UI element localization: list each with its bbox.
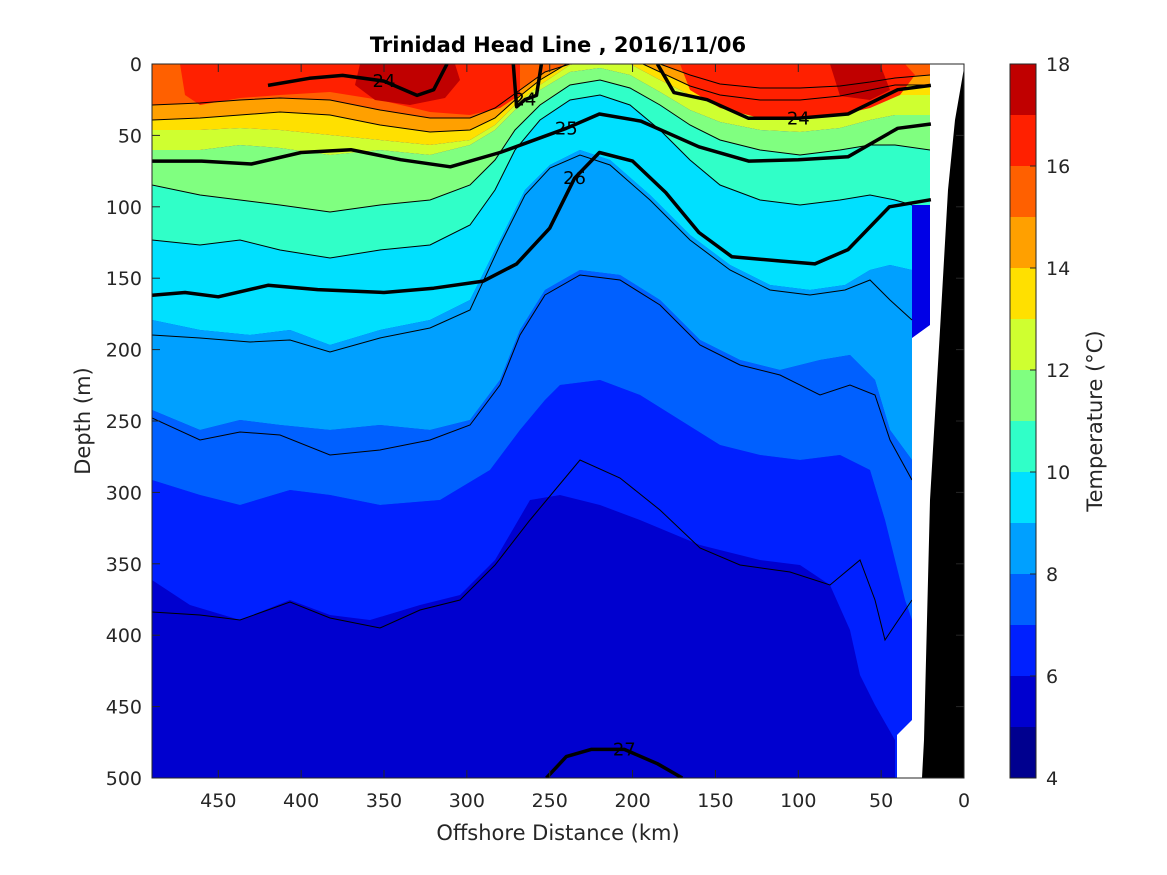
- colorbar: [1010, 64, 1036, 778]
- band-9-10: [152, 95, 912, 345]
- band-7-8: [152, 270, 912, 620]
- colorbar-band: [1010, 166, 1036, 217]
- x-tick-label: 200: [614, 790, 650, 812]
- colorbar-band: [1010, 625, 1036, 676]
- contour-label: 26: [563, 168, 586, 189]
- y-tick-label: 50: [118, 125, 142, 147]
- x-tick-label: 50: [869, 790, 893, 812]
- colorbar-tick-label: 4: [1046, 768, 1058, 790]
- contour-label: 24: [373, 71, 396, 92]
- chart-title: Trinidad Head Line , 2016/11/06: [370, 33, 746, 57]
- x-tick-label: 300: [449, 790, 485, 812]
- density-contour-26: [152, 150, 932, 299]
- y-tick-label: 250: [106, 411, 142, 433]
- density-contour-24: [267, 64, 449, 98]
- y-tick-label: 400: [106, 625, 142, 647]
- contour-labels: 24 24 24 25 26 27: [373, 71, 810, 760]
- contour-label: 25: [555, 118, 578, 139]
- band-6-7: [152, 380, 912, 778]
- thin-contour: [152, 154, 913, 353]
- x-tick-label: 350: [366, 790, 402, 812]
- band-5-6: [152, 495, 897, 778]
- x-axis-label: Offshore Distance (km): [436, 821, 679, 845]
- thin-contour: [152, 94, 913, 259]
- thin-contour: [152, 79, 931, 213]
- contour-label: 27: [613, 739, 636, 760]
- x-tick-label: 400: [283, 790, 319, 812]
- colorbar-band: [1010, 115, 1036, 166]
- x-tick-label: 100: [780, 790, 816, 812]
- density-contour-25: [152, 112, 932, 169]
- y-tick-label: 300: [106, 482, 142, 504]
- colorbar-band: [1010, 727, 1036, 778]
- density-contour-27: [545, 747, 684, 778]
- colorbar-band: [1010, 370, 1036, 421]
- density-contour-24: [655, 64, 932, 121]
- y-tick-label: 0: [130, 54, 142, 76]
- x-axis: 450 400 350 300 250 200 150 100 50 0: [200, 64, 970, 812]
- thin-contour: [152, 64, 571, 119]
- colorbar-label: Temperature (°C): [1083, 330, 1107, 512]
- thin-contours: [152, 64, 931, 642]
- y-tick-label: 150: [106, 268, 142, 290]
- colorbar-band: [1010, 523, 1036, 574]
- colorbar-band: [1010, 574, 1036, 625]
- thin-contour: [659, 64, 931, 89]
- colorbar-ticks: 4 6 8 10 12 14 16 18: [1030, 54, 1070, 790]
- contour-label: 24: [513, 90, 536, 111]
- colorbar-band: [1010, 64, 1036, 115]
- colorbar-tick-label: 16: [1046, 156, 1070, 178]
- thin-contour: [152, 459, 913, 642]
- colorbar-band: [1010, 319, 1036, 370]
- band-17-18-east: [830, 64, 890, 100]
- band-13-14: [152, 64, 930, 145]
- band-10-11: [152, 80, 930, 258]
- colorbar-band: [1010, 268, 1036, 319]
- thin-contour: [152, 64, 930, 133]
- colorbar-band: [1010, 217, 1036, 268]
- colorbar-tick-label: 18: [1046, 54, 1070, 76]
- band-11-12: [152, 68, 930, 212]
- band-12-13: [152, 64, 930, 155]
- density-contours: [152, 64, 932, 778]
- density-contour-24: [511, 64, 544, 109]
- y-tick-label: 450: [106, 697, 142, 719]
- x-tick-label: 450: [200, 790, 236, 812]
- colorbar-tick-label: 6: [1046, 666, 1058, 688]
- colorbar-band: [1010, 472, 1036, 523]
- colorbar-band: [1010, 421, 1036, 472]
- band-8-9: [152, 150, 912, 460]
- thin-contour: [152, 274, 913, 481]
- colorbar-frame: [1009, 63, 1037, 779]
- y-axis-label: Depth (m): [71, 367, 95, 474]
- x-tick-label: 0: [958, 790, 970, 812]
- colorbar-tick-label: 10: [1046, 462, 1070, 484]
- colorbar-tick-label: 8: [1046, 564, 1058, 586]
- y-tick-label: 200: [106, 340, 142, 362]
- colorbar-tick-label: 14: [1046, 258, 1070, 280]
- y-tick-label: 100: [106, 197, 142, 219]
- y-tick-label: 500: [106, 768, 142, 790]
- colorbar-tick-label: 12: [1046, 360, 1070, 382]
- x-tick-label: 150: [697, 790, 733, 812]
- contour-label: 24: [787, 108, 810, 129]
- band-17-18-west: [355, 64, 460, 105]
- y-axis: 0 50 100 150 200 250 300 350 400 450 500: [106, 54, 964, 790]
- x-tick-label: 250: [532, 790, 568, 812]
- bathymetry-land: [922, 68, 964, 778]
- colorbar-band: [1010, 676, 1036, 727]
- y-tick-label: 350: [106, 554, 142, 576]
- plot-area: [152, 64, 964, 778]
- land-gap-left: [912, 700, 922, 778]
